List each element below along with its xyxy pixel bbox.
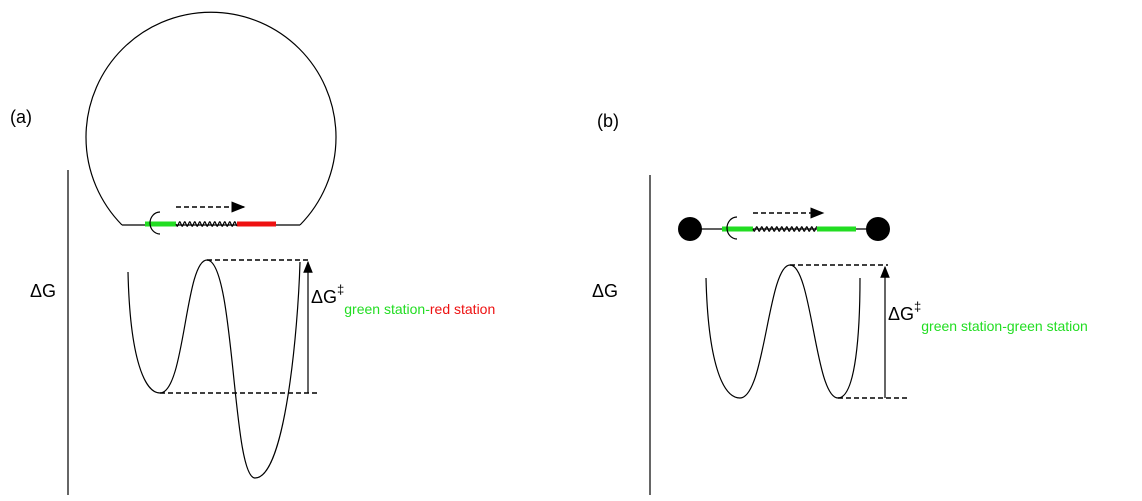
energy-profile xyxy=(706,265,860,398)
panel-a: (a) ΔG ΔG‡green station-red station xyxy=(10,12,495,495)
stopper xyxy=(866,217,890,241)
barrier-sup: ‡ xyxy=(914,299,921,314)
energy-profile xyxy=(128,260,300,478)
barrier-sub: green station-red station xyxy=(344,301,495,317)
barrier-symbol: ΔG xyxy=(311,287,337,307)
barrier-label: ΔG‡green station-green station xyxy=(888,299,1088,334)
barrier-sub: green station-green station xyxy=(921,318,1088,334)
stopper xyxy=(678,217,702,241)
barrier-symbol: ΔG xyxy=(888,304,914,324)
linker xyxy=(753,227,817,231)
axis-label: ΔG xyxy=(592,281,618,301)
macrocycle-loop xyxy=(86,12,336,225)
sub-part: green station- xyxy=(344,301,430,317)
panel-label: (a) xyxy=(10,107,32,127)
diagram: (a) ΔG ΔG‡green station-red station (b) … xyxy=(0,0,1142,501)
axis-label: ΔG xyxy=(30,281,56,301)
barrier-sup: ‡ xyxy=(337,282,344,297)
panel-b: (b) ΔG ΔG‡green station-green station xyxy=(592,111,1088,495)
sub-part: red station xyxy=(430,301,495,317)
panel-label: (b) xyxy=(597,111,619,131)
barrier-label: ΔG‡green station-red station xyxy=(311,282,495,317)
sub-part: green station-green station xyxy=(921,318,1088,334)
